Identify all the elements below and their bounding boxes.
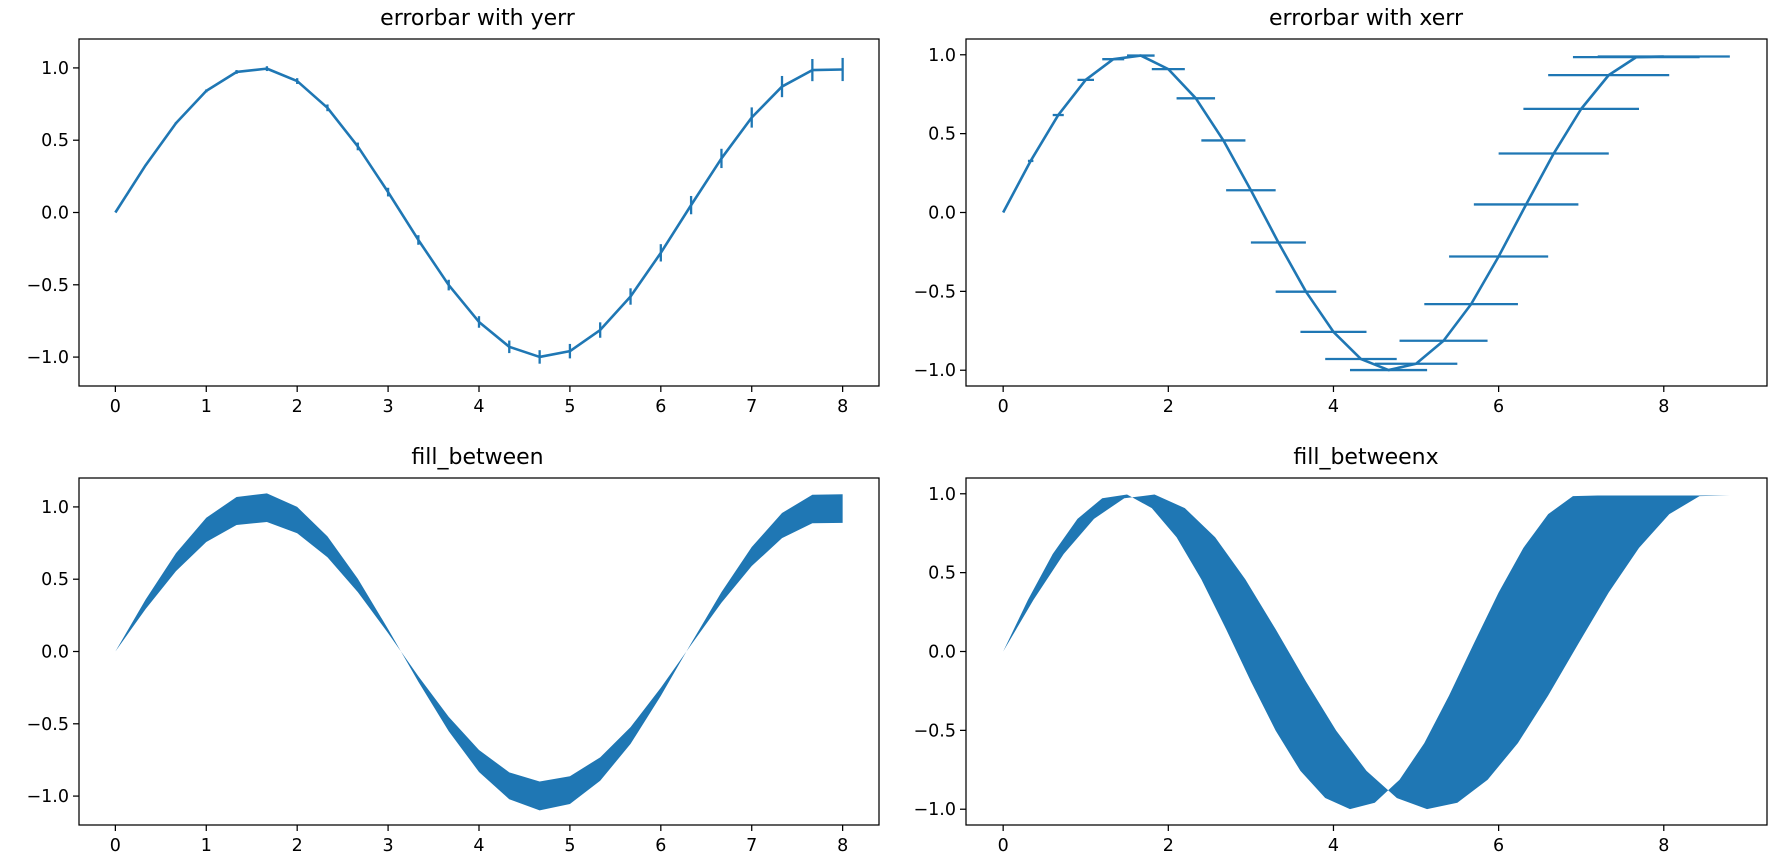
x-tick-label: 5 [564,397,575,417]
x-tick-label: 6 [655,836,666,856]
axes-frame [78,38,880,387]
x-tick-label: 2 [292,836,303,856]
x-tick-label: 1 [201,397,212,417]
filled-area [1003,494,1730,810]
x-tick-label: 8 [1658,397,1669,417]
panel-title: errorbar with xerr [1269,6,1464,31]
y-tick-label: 0.5 [928,564,956,584]
x-tick-label: 2 [292,397,303,417]
y-tick-label: −0.5 [914,282,957,302]
x-tick-label: 2 [1163,397,1174,417]
x-tick-label: 8 [837,397,848,417]
x-tick-label: 6 [1493,397,1504,417]
y-tick-label: −0.5 [914,721,957,741]
y-tick-label: 1.0 [928,46,956,66]
x-tick-label: 4 [473,397,484,417]
y-tick-label: 1.0 [41,498,69,518]
y-tick-label: 1.0 [928,485,956,505]
x-tick-label: 7 [746,397,757,417]
panel-title: fill_betweenx [1293,445,1438,470]
x-tick-label: 0 [998,397,1009,417]
x-tick-label: 6 [655,397,666,417]
plot-area [1002,54,1730,372]
x-tick-label: 8 [1658,836,1669,856]
panel-errorbar-yerr: errorbar with yerr 0 1 2 3 4 5 6 7 8 −1.0 −0.5 0.0 0… [27,6,880,417]
panel-title: fill_between [411,445,543,470]
y-tick-label: 0.0 [928,204,956,224]
y-tick-label: 0.0 [928,643,956,663]
x-tick-label: 0 [110,836,121,856]
y-tick-label: −1.0 [27,787,70,807]
y-tick-label: −0.5 [27,276,70,296]
x-tick-label: 8 [837,836,848,856]
x-tick-label: 6 [1493,836,1504,856]
x-tick-label: 3 [383,397,394,417]
x-tick-label: 7 [746,836,757,856]
x-tick-label: 0 [110,397,121,417]
panel-fill-betweenx: fill_betweenx 0 2 4 6 8 −1.0 −0.5 0.0 0.5 1.0 [914,445,1768,856]
plot-area [115,493,843,811]
panel-title: errorbar with yerr [380,6,576,31]
x-tick-label: 1 [201,836,212,856]
plot-area [1003,494,1730,810]
panel-fill-between: fill_between 0 1 2 3 4 5 6 7 8 −1.0 −0.5 0.0 0.5 1.0 [27,445,880,856]
axes-frame [965,38,1768,387]
series-line [114,67,843,359]
y-tick-label: −1.0 [914,361,957,381]
x-tick-label: 3 [383,836,394,856]
x-tick-label: 2 [1163,836,1174,856]
series-line [1002,54,1664,372]
y-tick-label: 0.5 [41,131,69,151]
x-tick-label: 0 [998,836,1009,856]
y-tick-label: −0.5 [27,715,70,735]
y-tick-label: 0.0 [41,204,69,224]
y-tick-label: 0.5 [928,125,956,145]
plot-area [114,57,844,364]
filled-area [115,493,843,811]
y-tick-label: −1.0 [914,800,957,820]
y-tick-label: 0.0 [41,643,69,663]
x-tick-label: 4 [473,836,484,856]
x-tick-label: 4 [1328,836,1339,856]
x-tick-label: 5 [564,836,575,856]
x-tick-label: 4 [1328,397,1339,417]
y-tick-label: 0.5 [41,570,69,590]
y-tick-label: −1.0 [27,348,70,368]
y-tick-label: 1.0 [41,59,69,79]
panel-errorbar-xerr: errorbar with xerr 0 2 4 6 8 −1.0 −0.5 0.0 0.5 1.… [914,6,1768,417]
